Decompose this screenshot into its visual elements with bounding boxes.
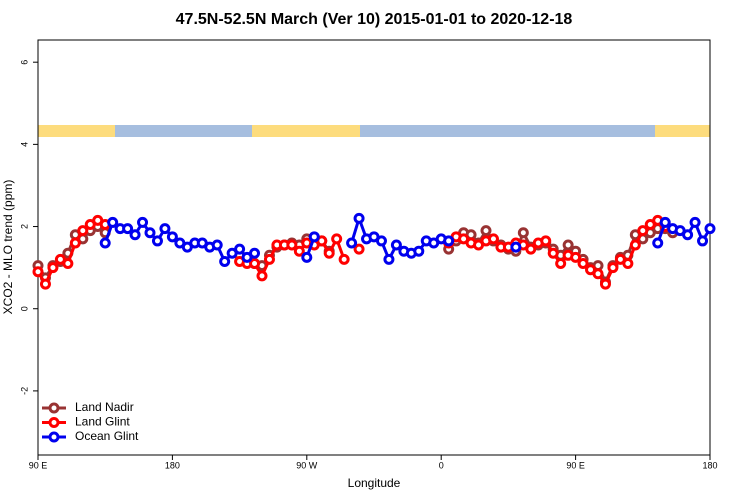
data-point — [39, 278, 51, 290]
data-point — [249, 247, 261, 259]
data-point — [570, 251, 582, 263]
data-point — [577, 258, 589, 270]
data-point — [159, 223, 171, 235]
data-point — [99, 237, 111, 249]
data-point — [166, 231, 178, 243]
data-point — [353, 243, 365, 255]
data-point — [151, 235, 163, 247]
data-point — [69, 237, 81, 249]
data-point — [144, 227, 156, 239]
data-point — [555, 258, 567, 270]
data-point — [517, 227, 529, 239]
data-point — [263, 253, 275, 265]
data-point — [107, 216, 119, 228]
data-point — [599, 278, 611, 290]
data-point — [47, 262, 59, 274]
x-tick-label: 90 E — [566, 460, 585, 470]
land-segment — [38, 125, 115, 137]
x-tick-label: 180 — [702, 460, 717, 470]
data-point — [122, 223, 134, 235]
land-segment — [655, 125, 710, 137]
data-point — [62, 258, 74, 270]
legend-marker — [48, 402, 60, 414]
data-point — [413, 245, 425, 257]
data-point — [637, 225, 649, 237]
data-point — [525, 243, 537, 255]
data-point — [301, 251, 313, 263]
plot-frame — [37, 39, 711, 456]
x-tick-label: 180 — [165, 460, 180, 470]
data-point — [234, 243, 246, 255]
data-point — [219, 255, 231, 267]
land-segment — [252, 125, 360, 137]
y-tick-label: -2 — [19, 387, 29, 395]
land-ocean-band — [38, 125, 710, 137]
legend-marker — [48, 417, 60, 428]
data-point — [390, 239, 402, 251]
y-tick-label: 0 — [19, 306, 29, 311]
chart-title: 47.5N-52.5N March (Ver 10) 2015-01-01 to… — [176, 11, 573, 28]
data-point — [346, 237, 358, 249]
data-point — [308, 231, 320, 243]
y-axis-label: XCO2 - MLO trend (ppm) — [1, 180, 15, 315]
ocean-segment — [115, 125, 252, 137]
y-tick-label: 2 — [19, 224, 29, 229]
data-point — [704, 223, 716, 235]
x-axis-label: Longitude — [348, 476, 401, 490]
data-point — [480, 225, 492, 237]
data-point — [211, 239, 223, 251]
data-point — [682, 229, 694, 241]
data-point — [607, 262, 619, 274]
data-point — [331, 233, 343, 245]
legend-marker — [48, 431, 60, 443]
data-point — [562, 239, 574, 251]
data-point — [443, 235, 455, 247]
legend-label: Land Glint — [75, 415, 130, 429]
x-tick-label: 90 E — [29, 460, 48, 470]
legend-label: Ocean Glint — [75, 429, 139, 443]
data-point — [293, 245, 305, 257]
data-point — [383, 253, 395, 265]
data-point — [547, 247, 559, 259]
data-point — [286, 239, 298, 251]
data-point — [487, 233, 499, 245]
data-point — [375, 235, 387, 247]
data-point — [338, 253, 350, 265]
data-point — [652, 237, 664, 249]
data-point — [592, 268, 604, 280]
data-point — [659, 216, 671, 228]
data-point — [32, 266, 44, 278]
data-point — [622, 258, 634, 270]
data-point — [689, 216, 701, 228]
data-point — [77, 225, 89, 237]
data-point — [629, 239, 641, 251]
y-tick-label: 4 — [19, 142, 29, 147]
y-tick-label: 6 — [19, 60, 29, 65]
data-point — [323, 247, 335, 259]
x-tick-label: 0 — [439, 460, 444, 470]
x-tick-label: 90 W — [296, 460, 318, 470]
data-point — [137, 216, 149, 228]
data-point — [510, 241, 522, 253]
data-point — [256, 270, 268, 282]
data-point — [540, 235, 552, 247]
data-point — [129, 229, 141, 241]
data-point — [353, 212, 365, 224]
legend-label: Land Nadir — [75, 400, 134, 414]
data-point — [249, 258, 261, 270]
ocean-segment — [360, 125, 655, 137]
data-point — [697, 235, 709, 247]
